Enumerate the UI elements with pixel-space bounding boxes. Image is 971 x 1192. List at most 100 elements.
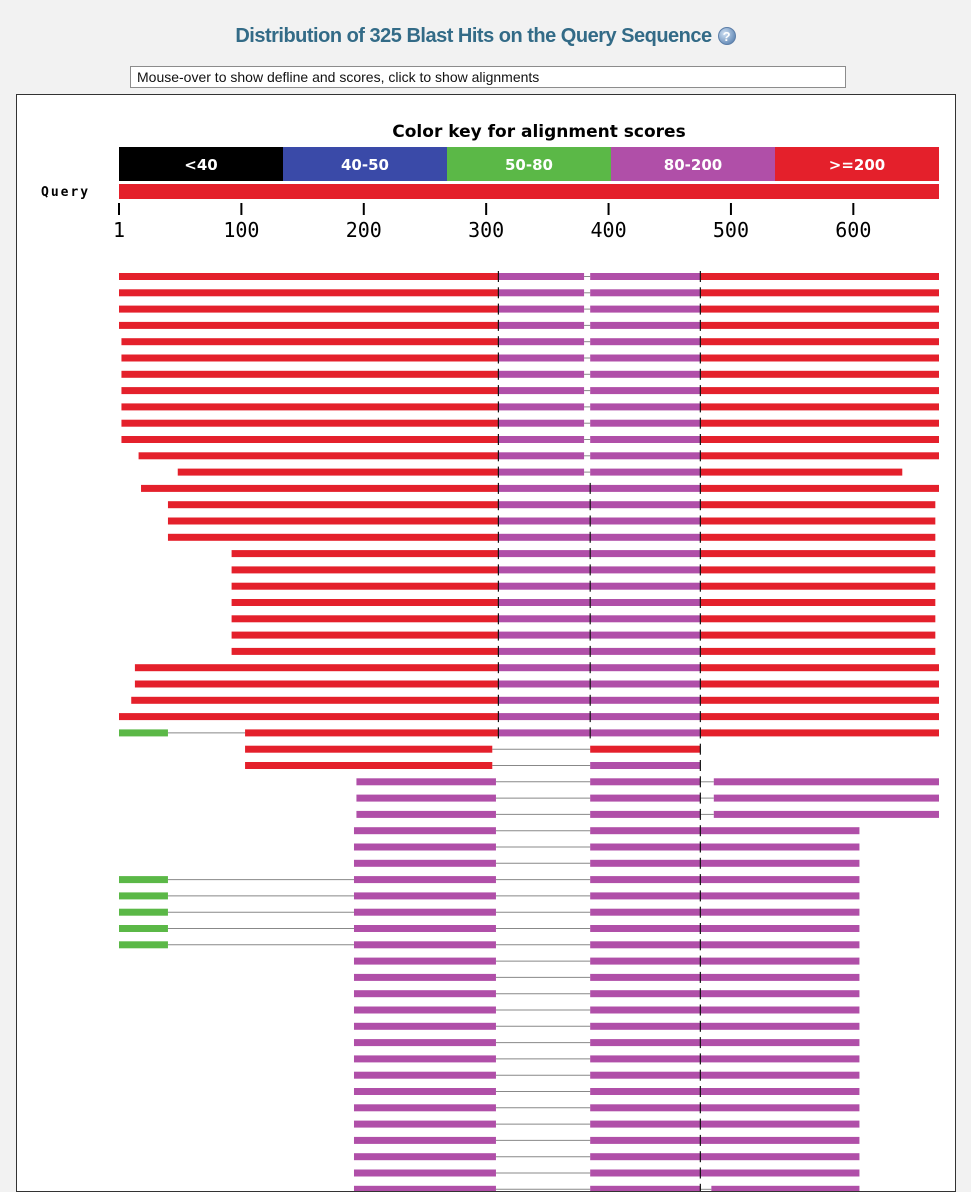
hit-segment[interactable] xyxy=(119,305,499,313)
hit-segment[interactable] xyxy=(134,664,499,672)
hit-segment[interactable] xyxy=(590,305,701,313)
hit-segment[interactable] xyxy=(353,843,496,851)
hit-segment[interactable] xyxy=(498,582,701,590)
hit-segment[interactable] xyxy=(590,370,701,378)
hit-segment[interactable] xyxy=(590,745,701,753)
hit-segment[interactable] xyxy=(119,876,168,884)
hit-segment[interactable] xyxy=(590,338,701,346)
hit-segment[interactable] xyxy=(590,908,860,916)
hit-segment[interactable] xyxy=(590,973,860,981)
hit-segment[interactable] xyxy=(131,696,499,704)
hit-segment[interactable] xyxy=(700,599,936,606)
hit-segment[interactable] xyxy=(231,647,499,655)
hit-segment[interactable] xyxy=(590,436,701,443)
hit-segment[interactable] xyxy=(590,387,701,395)
hit-segment[interactable] xyxy=(231,615,499,623)
hit-segment[interactable] xyxy=(121,354,499,362)
hit-segment[interactable] xyxy=(119,273,499,280)
hit-segment[interactable] xyxy=(353,957,496,965)
hit-segment[interactable] xyxy=(700,387,939,395)
hit-segment[interactable] xyxy=(590,827,860,835)
hit-segment[interactable] xyxy=(711,1185,860,1192)
hit-segment[interactable] xyxy=(353,1088,496,1095)
hit-segment[interactable] xyxy=(231,550,499,558)
hit-segment[interactable] xyxy=(353,1185,496,1192)
hit-segment[interactable] xyxy=(700,696,939,704)
hit-segment[interactable] xyxy=(700,729,939,737)
hit-segment[interactable] xyxy=(700,713,939,721)
hit-segment[interactable] xyxy=(498,484,701,492)
hit-segment[interactable] xyxy=(498,550,701,558)
hit-segment[interactable] xyxy=(590,419,701,427)
hit-segment[interactable] xyxy=(353,1039,496,1047)
hit-segment[interactable] xyxy=(353,908,496,916)
hit-segment[interactable] xyxy=(590,925,860,932)
hit-segment[interactable] xyxy=(353,941,496,949)
hit-segment[interactable] xyxy=(590,1088,860,1095)
hit-segment[interactable] xyxy=(498,664,701,672)
hit-segment[interactable] xyxy=(498,615,701,623)
hit-segment[interactable] xyxy=(700,403,939,411)
hit-segment[interactable] xyxy=(245,762,493,769)
hit-segment[interactable] xyxy=(590,468,701,476)
hit-segment[interactable] xyxy=(700,550,936,558)
hit-segment[interactable] xyxy=(498,729,701,737)
hit-segment[interactable] xyxy=(700,273,939,280)
hit-segment[interactable] xyxy=(353,1055,496,1063)
hit-segment[interactable] xyxy=(353,1071,496,1079)
hit-segment[interactable] xyxy=(119,289,499,297)
hit-segment[interactable] xyxy=(590,892,860,900)
hit-segment[interactable] xyxy=(590,1022,860,1030)
hit-segment[interactable] xyxy=(700,419,939,427)
hit-segment[interactable] xyxy=(590,1120,860,1128)
hit-segment[interactable] xyxy=(590,1185,701,1192)
hit-segment[interactable] xyxy=(353,1022,496,1030)
hit-segment[interactable] xyxy=(590,810,701,818)
hit-segment[interactable] xyxy=(356,794,496,802)
hit-segment[interactable] xyxy=(590,452,701,460)
hit-segment[interactable] xyxy=(121,419,499,427)
question-mark-icon[interactable]: ? xyxy=(717,27,736,45)
hit-segment[interactable] xyxy=(353,876,496,884)
hit-segment[interactable] xyxy=(590,321,701,329)
hit-segment[interactable] xyxy=(231,599,499,606)
hit-segment[interactable] xyxy=(353,973,496,981)
hit-segment[interactable] xyxy=(141,484,499,492)
hit-segment[interactable] xyxy=(119,925,168,932)
hit-segment[interactable] xyxy=(353,859,496,867)
hit-segment[interactable] xyxy=(700,615,936,623)
hit-segment[interactable] xyxy=(700,289,939,297)
hit-segment[interactable] xyxy=(700,436,939,443)
hit-segment[interactable] xyxy=(356,810,496,818)
hit-segment[interactable] xyxy=(353,1006,496,1014)
hit-segment[interactable] xyxy=(713,810,939,818)
hit-segment[interactable] xyxy=(498,321,585,329)
hit-segment[interactable] xyxy=(121,436,499,443)
hit-segment[interactable] xyxy=(700,321,939,329)
hit-segment[interactable] xyxy=(121,387,499,395)
hit-segment[interactable] xyxy=(590,876,860,884)
hit-segment[interactable] xyxy=(700,631,936,639)
hit-segment[interactable] xyxy=(353,1120,496,1128)
hit-segment[interactable] xyxy=(700,468,903,476)
hit-segment[interactable] xyxy=(353,1136,496,1144)
hit-segment[interactable] xyxy=(498,647,701,655)
hit-segment[interactable] xyxy=(590,1169,860,1177)
hit-segment[interactable] xyxy=(700,533,936,541)
hit-segment[interactable] xyxy=(498,566,701,574)
hit-segment[interactable] xyxy=(353,925,496,932)
hit-segment[interactable] xyxy=(231,582,499,590)
hit-segment[interactable] xyxy=(167,501,499,509)
hit-segment[interactable] xyxy=(590,794,701,802)
hit-segment[interactable] xyxy=(700,647,936,655)
hit-segment[interactable] xyxy=(700,305,939,313)
hit-segment[interactable] xyxy=(590,1104,860,1112)
hit-segment[interactable] xyxy=(590,1136,860,1144)
hit-segment[interactable] xyxy=(353,1104,496,1112)
hit-segment[interactable] xyxy=(590,354,701,362)
hit-segment[interactable] xyxy=(498,680,701,688)
hit-segment[interactable] xyxy=(498,403,585,411)
hit-segment[interactable] xyxy=(700,338,939,346)
hit-segment[interactable] xyxy=(245,745,493,753)
hit-segment[interactable] xyxy=(353,892,496,900)
